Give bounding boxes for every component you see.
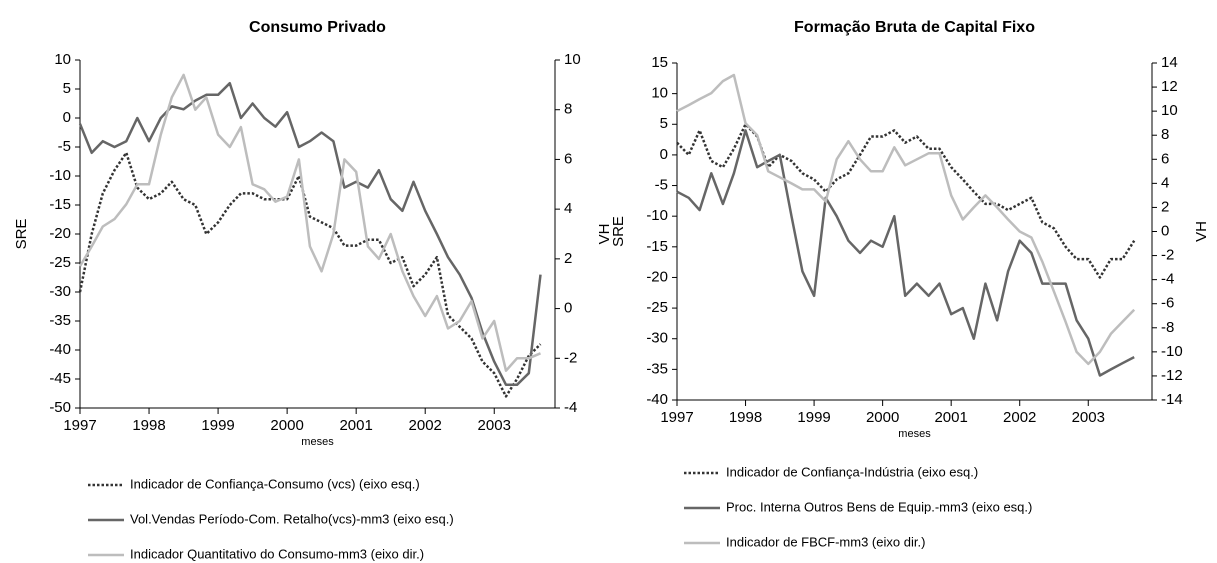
- x-axis-label: meses: [898, 428, 931, 440]
- y2-tick-label: 10: [1161, 102, 1178, 119]
- y2-tick-label: -8: [1161, 319, 1174, 336]
- y2-tick-label: 10: [564, 51, 581, 68]
- x-tick-label: 2001: [934, 409, 967, 426]
- x-tick-label: 2000: [270, 417, 303, 434]
- y2-tick-label: -2: [564, 349, 577, 366]
- y-tick-label: -35: [646, 360, 668, 377]
- y-tick-label: 15: [651, 54, 668, 71]
- y-tick-label: -40: [49, 341, 71, 358]
- y-tick-label: 5: [660, 115, 668, 132]
- y2-tick-label: 8: [564, 101, 572, 118]
- y-tick-label: -50: [49, 399, 71, 416]
- y-tick-label: 0: [660, 146, 668, 163]
- legend-label: Indicador Quantitativo do Consumo-mm3 (e…: [130, 546, 424, 561]
- y2-tick-label: -4: [1161, 271, 1174, 288]
- y-axis-label: SRE: [13, 219, 30, 250]
- y-tick-label: -40: [646, 391, 668, 408]
- x-tick-label: 1999: [797, 409, 830, 426]
- y-tick-label: -10: [646, 207, 668, 224]
- series-line: [78, 73, 541, 372]
- y-tick-label: -15: [646, 238, 668, 255]
- y2-tick-label: 6: [564, 150, 572, 167]
- series-line: [676, 123, 1136, 279]
- y-tick-label: -25: [646, 299, 668, 316]
- x-tick-label: 1997: [63, 417, 96, 434]
- y2-tick-label: 14: [1161, 54, 1178, 71]
- y2-axis-label: VH: [1193, 221, 1210, 242]
- series-line: [676, 129, 1135, 377]
- legend-label: Proc. Interna Outros Bens de Equip.-mm3 …: [726, 499, 1032, 514]
- x-tick-label: 2003: [478, 417, 511, 434]
- y2-tick-label: 0: [1161, 222, 1169, 239]
- y-tick-label: 10: [54, 51, 71, 68]
- y-tick-label: -45: [49, 370, 71, 387]
- y-tick-label: 0: [63, 109, 71, 126]
- y-tick-label: -30: [49, 283, 71, 300]
- y-tick-label: -25: [49, 254, 71, 271]
- x-tick-label: 1998: [132, 417, 165, 434]
- y-tick-label: -35: [49, 312, 71, 329]
- y2-tick-label: -4: [564, 399, 577, 416]
- x-axis-label: meses: [301, 436, 334, 448]
- y-tick-label: -20: [49, 225, 71, 242]
- x-tick-label: 2000: [866, 409, 899, 426]
- y2-tick-label: -10: [1161, 343, 1183, 360]
- chart-title: Formação Bruta de Capital Fixo: [794, 19, 1035, 36]
- y2-tick-label: 4: [1161, 174, 1169, 191]
- y-axis-label: SRE: [610, 216, 627, 247]
- x-tick-label: 2003: [1072, 409, 1105, 426]
- y-tick-label: 10: [651, 85, 668, 102]
- y-tick-label: 5: [63, 80, 71, 97]
- y2-tick-label: 6: [1161, 150, 1169, 167]
- legend-label: Indicador de Confiança-Consumo (vcs) (ei…: [130, 476, 420, 491]
- y2-tick-label: -6: [1161, 295, 1174, 312]
- x-tick-label: 1999: [201, 417, 234, 434]
- y2-axis-label: VH: [596, 224, 613, 245]
- legend-label: Indicador de FBCF-mm3 (eixo dir.): [726, 534, 925, 549]
- y-tick-label: -30: [646, 330, 668, 347]
- y-tick-label: -5: [655, 177, 668, 194]
- x-tick-label: 1998: [729, 409, 762, 426]
- y2-tick-label: 2: [1161, 198, 1169, 215]
- series-line: [78, 151, 542, 398]
- legend-label: Vol.Vendas Período-Com. Retalho(vcs)-mm3…: [130, 511, 454, 526]
- y2-tick-label: 4: [564, 200, 572, 217]
- y2-tick-label: -12: [1161, 367, 1183, 384]
- y2-tick-label: 12: [1161, 78, 1178, 95]
- y-tick-label: -5: [58, 138, 71, 155]
- y2-tick-label: 8: [1161, 126, 1169, 143]
- y-tick-label: -10: [49, 167, 71, 184]
- y2-tick-label: -2: [1161, 247, 1174, 264]
- x-tick-label: 2002: [409, 417, 442, 434]
- legend-label: Indicador de Confiança-Indústria (eixo e…: [726, 464, 978, 479]
- y-tick-label: -15: [49, 196, 71, 213]
- y2-tick-label: 2: [564, 250, 572, 267]
- series-line: [78, 81, 542, 387]
- y-tick-label: -20: [646, 268, 668, 285]
- chart-title: Consumo Privado: [249, 19, 386, 36]
- series-line: [676, 73, 1136, 366]
- x-tick-label: 2002: [1003, 409, 1036, 426]
- y2-tick-label: 0: [564, 300, 572, 317]
- y2-tick-label: -14: [1161, 391, 1183, 408]
- x-tick-label: 1997: [660, 409, 693, 426]
- x-tick-label: 2001: [339, 417, 372, 434]
